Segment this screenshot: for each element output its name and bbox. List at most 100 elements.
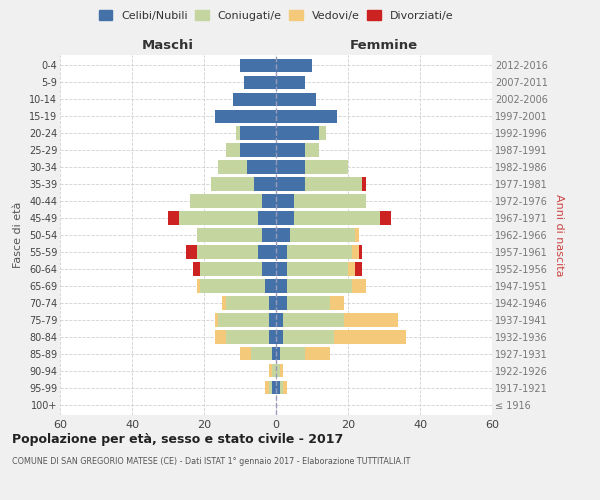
Bar (276, 76, 305, 89)
Bar (272, 347, 276, 360)
Bar (269, 330, 276, 344)
Bar (254, 178, 276, 190)
Bar (215, 330, 226, 344)
Bar (280, 364, 283, 378)
Bar (244, 76, 276, 89)
Bar (200, 262, 262, 276)
Bar (236, 126, 240, 140)
Bar (251, 347, 272, 360)
Bar (276, 364, 280, 378)
Y-axis label: Fasce di età: Fasce di età (13, 202, 23, 268)
Bar (287, 262, 348, 276)
Bar (359, 246, 362, 258)
Bar (262, 228, 276, 241)
Bar (186, 246, 197, 258)
Bar (276, 144, 305, 156)
Bar (269, 296, 276, 310)
Bar (240, 58, 276, 72)
Bar (240, 126, 276, 140)
Bar (247, 160, 276, 173)
Bar (269, 364, 272, 378)
Bar (276, 160, 305, 173)
Bar (276, 381, 280, 394)
Bar (348, 262, 355, 276)
Bar (179, 212, 258, 224)
Bar (280, 381, 283, 394)
Bar (218, 160, 247, 173)
Bar (334, 330, 406, 344)
Bar (215, 314, 218, 326)
Bar (211, 178, 254, 190)
Text: Femmine: Femmine (350, 38, 418, 52)
Bar (200, 280, 265, 292)
Bar (190, 194, 262, 207)
Bar (290, 228, 355, 241)
Bar (355, 228, 359, 241)
Bar (355, 262, 362, 276)
Bar (283, 330, 334, 344)
Bar (262, 262, 276, 276)
Bar (276, 92, 316, 106)
Bar (352, 280, 366, 292)
Bar (272, 381, 276, 394)
Bar (294, 212, 380, 224)
Bar (305, 160, 348, 173)
Bar (276, 58, 312, 72)
Bar (262, 194, 276, 207)
Bar (276, 110, 337, 123)
Bar (294, 194, 366, 207)
Bar (276, 194, 294, 207)
Bar (305, 178, 362, 190)
Bar (226, 144, 240, 156)
Bar (380, 212, 391, 224)
Bar (233, 92, 276, 106)
Bar (287, 246, 352, 258)
Bar (258, 246, 276, 258)
Bar (352, 246, 359, 258)
Bar (269, 314, 276, 326)
Bar (330, 296, 344, 310)
Bar (168, 212, 179, 224)
Bar (193, 262, 200, 276)
Bar (305, 144, 319, 156)
Bar (276, 246, 287, 258)
Bar (276, 347, 280, 360)
Bar (319, 126, 326, 140)
Text: COMUNE DI SAN GREGORIO MATESE (CE) - Dati ISTAT 1° gennaio 2017 - Elaborazione T: COMUNE DI SAN GREGORIO MATESE (CE) - Dat… (12, 458, 410, 466)
Bar (276, 126, 319, 140)
Bar (276, 330, 283, 344)
Bar (222, 296, 226, 310)
Bar (265, 381, 269, 394)
Bar (276, 296, 287, 310)
Bar (197, 280, 200, 292)
Bar (258, 212, 276, 224)
Text: Maschi: Maschi (142, 38, 194, 52)
Bar (283, 381, 287, 394)
Bar (287, 280, 352, 292)
Bar (240, 347, 251, 360)
Bar (226, 330, 269, 344)
Legend: Celibi/Nubili, Coniugati/e, Vedovi/e, Divorziati/e: Celibi/Nubili, Coniugati/e, Vedovi/e, Di… (99, 10, 453, 21)
Bar (265, 280, 276, 292)
Bar (215, 110, 276, 123)
Bar (276, 228, 290, 241)
Bar (276, 178, 305, 190)
Bar (276, 314, 283, 326)
Bar (305, 347, 330, 360)
Bar (218, 314, 269, 326)
Y-axis label: Anni di nascita: Anni di nascita (554, 194, 565, 276)
Bar (276, 262, 287, 276)
Bar (197, 228, 262, 241)
Bar (276, 280, 287, 292)
Bar (362, 178, 366, 190)
Bar (197, 246, 258, 258)
Bar (226, 296, 269, 310)
Bar (344, 314, 398, 326)
Bar (276, 212, 294, 224)
Bar (269, 381, 272, 394)
Bar (272, 364, 276, 378)
Bar (240, 144, 276, 156)
Bar (287, 296, 330, 310)
Bar (283, 314, 344, 326)
Text: Popolazione per età, sesso e stato civile - 2017: Popolazione per età, sesso e stato civil… (12, 432, 343, 446)
